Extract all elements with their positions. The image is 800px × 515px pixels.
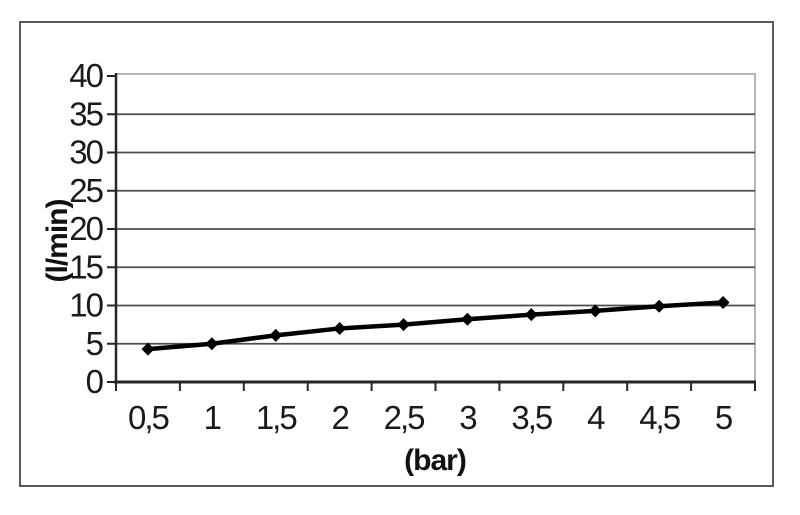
y-tick-label: 40 bbox=[69, 57, 103, 94]
y-tick-label: 25 bbox=[69, 172, 102, 209]
series-line bbox=[145, 300, 726, 352]
x-tick-label: 3,5 bbox=[511, 399, 552, 436]
y-tick-label: 10 bbox=[69, 287, 103, 324]
data-point-marker bbox=[205, 337, 219, 351]
data-point-marker bbox=[716, 295, 730, 309]
y-axis-title: (l/min) bbox=[41, 199, 74, 283]
data-point-marker bbox=[524, 308, 538, 322]
x-tick-label: 2 bbox=[331, 399, 348, 436]
data-point-marker bbox=[588, 304, 602, 318]
y-tick-label: 35 bbox=[69, 95, 102, 132]
data-point-marker bbox=[141, 342, 155, 356]
x-tick-label: 5 bbox=[715, 399, 732, 436]
x-tick-label: 3 bbox=[459, 399, 476, 436]
x-axis-title: (bar) bbox=[404, 444, 467, 477]
y-tick-label: 20 bbox=[69, 210, 103, 247]
x-tick-label: 4 bbox=[587, 399, 605, 436]
y-tick-label: 15 bbox=[69, 248, 102, 285]
chart-frame bbox=[19, 21, 774, 487]
data-point-marker bbox=[652, 299, 666, 313]
plot-area-border bbox=[115, 73, 756, 383]
y-tick-label: 30 bbox=[69, 134, 103, 171]
x-tick-label: 4,5 bbox=[639, 399, 680, 436]
data-point-marker bbox=[460, 312, 474, 326]
x-tick-label: 1,5 bbox=[256, 399, 297, 436]
data-point-marker bbox=[397, 318, 411, 332]
data-point-marker bbox=[269, 328, 283, 342]
data-point-marker bbox=[333, 321, 347, 335]
x-tick-label: 2,5 bbox=[384, 399, 425, 436]
y-tick-label: 5 bbox=[86, 325, 103, 362]
x-tick-label: 0,5 bbox=[128, 399, 169, 436]
x-tick-label: 1 bbox=[204, 399, 221, 436]
y-tick-label: 0 bbox=[86, 363, 104, 400]
